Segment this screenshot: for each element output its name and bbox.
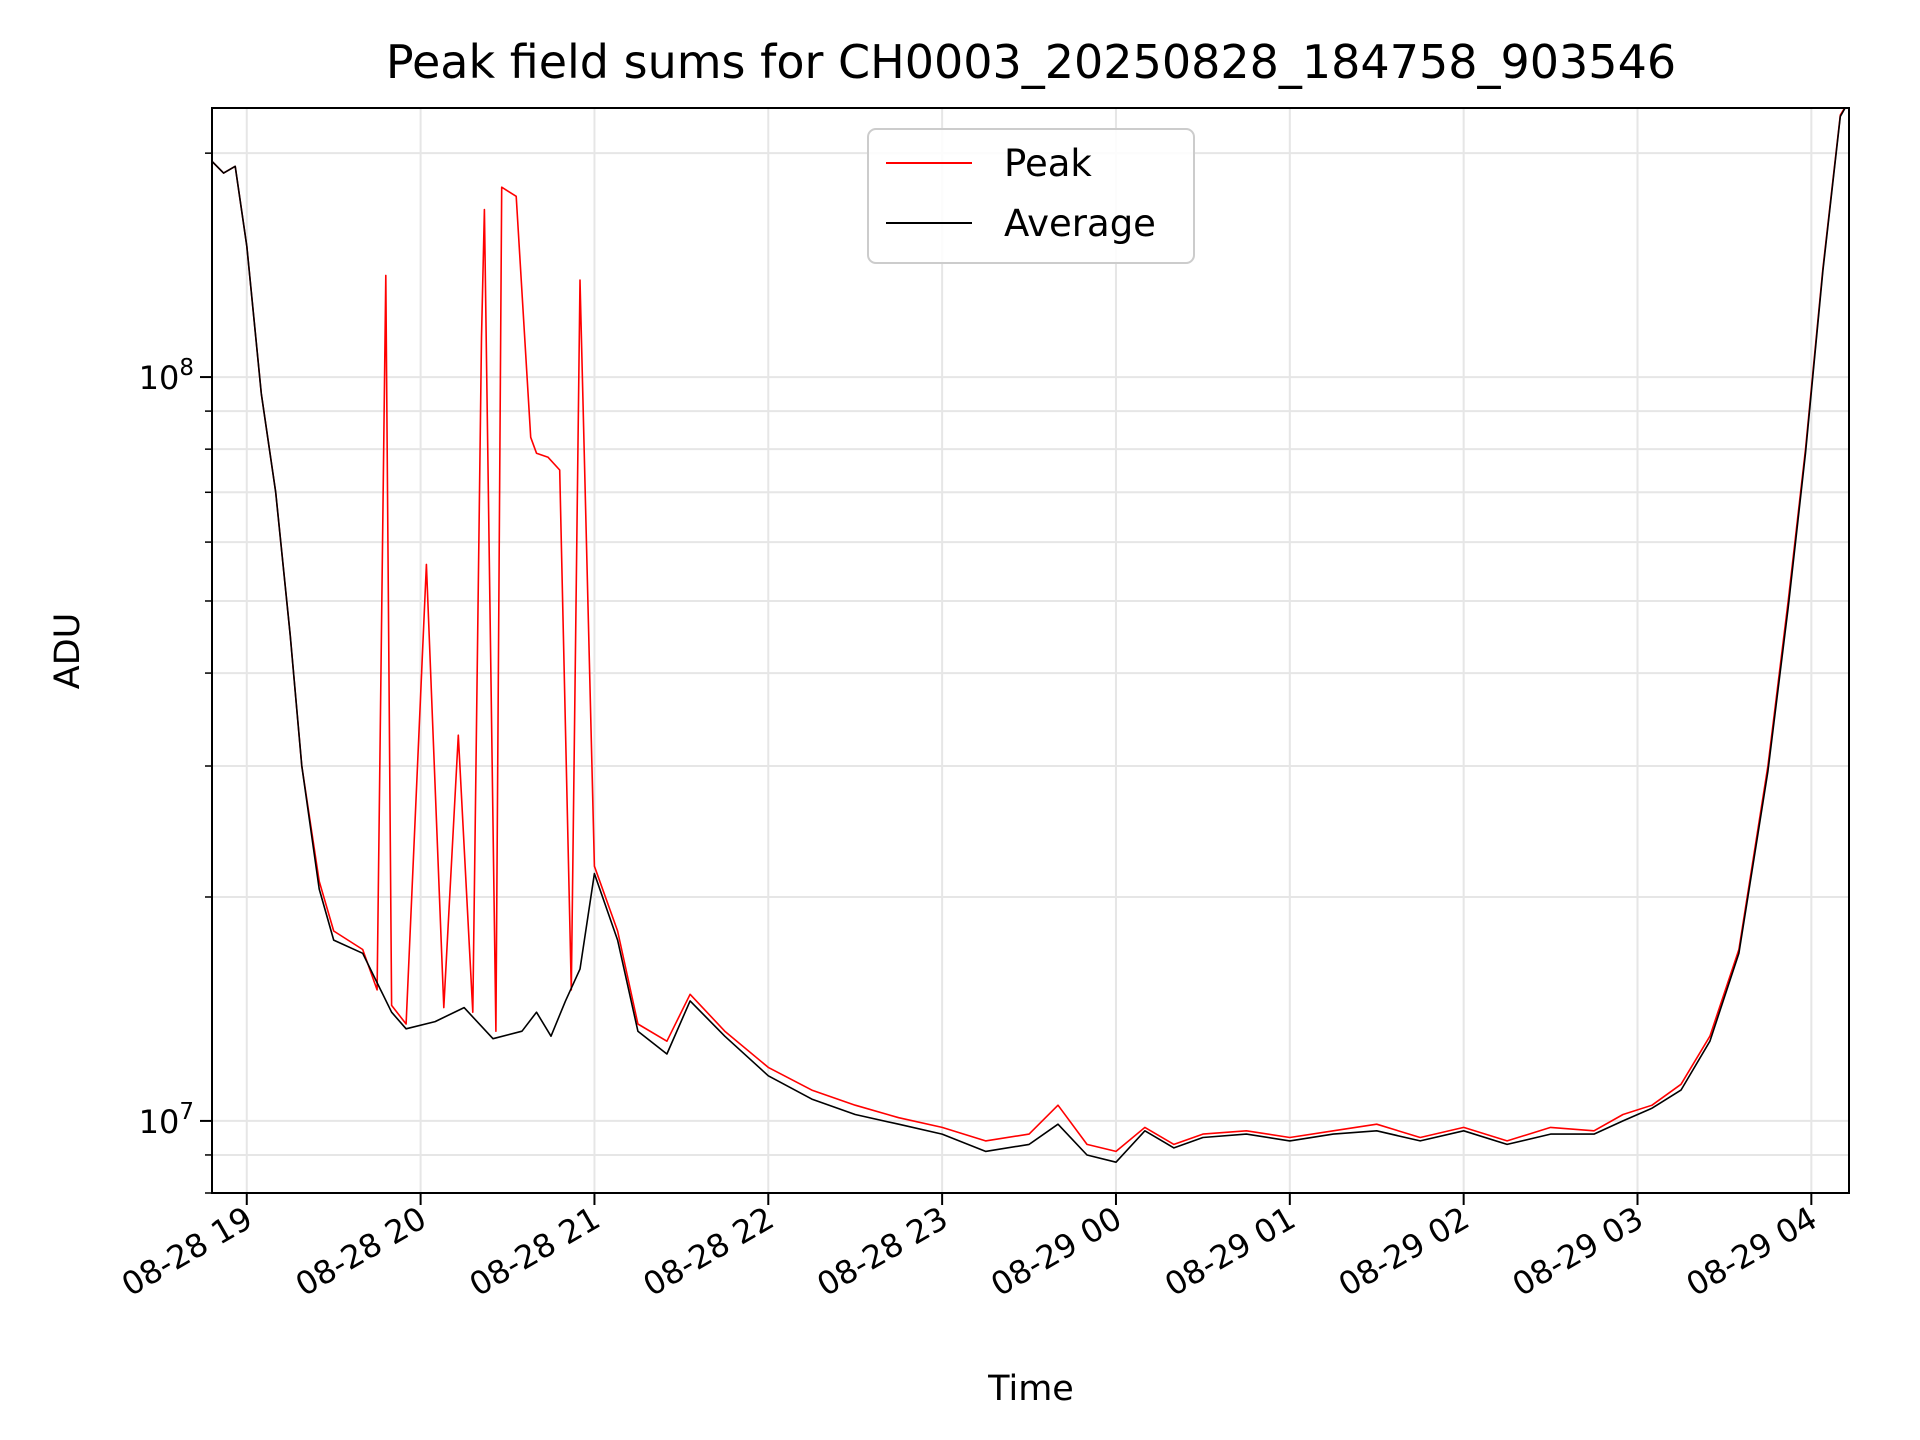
legend-label-peak: Peak (1004, 142, 1092, 185)
y-axis-label: ADU (48, 613, 88, 690)
legend: Peak Average (867, 128, 1195, 264)
series-layer (212, 108, 1847, 1163)
series-line-average (212, 108, 1847, 1163)
y-tick-label: 108 (139, 355, 194, 397)
series-line-peak (212, 108, 1846, 1153)
plot-frame (211, 107, 1850, 1194)
y-tick-label: 107 (139, 1099, 194, 1141)
chart-title: Peak field sums for CH0003_20250828_1847… (386, 35, 1676, 89)
legend-label-average: Average (1004, 202, 1156, 245)
x-axis-label: Time (987, 1369, 1074, 1409)
y-axis-ticks: 107 108 (139, 152, 212, 1194)
